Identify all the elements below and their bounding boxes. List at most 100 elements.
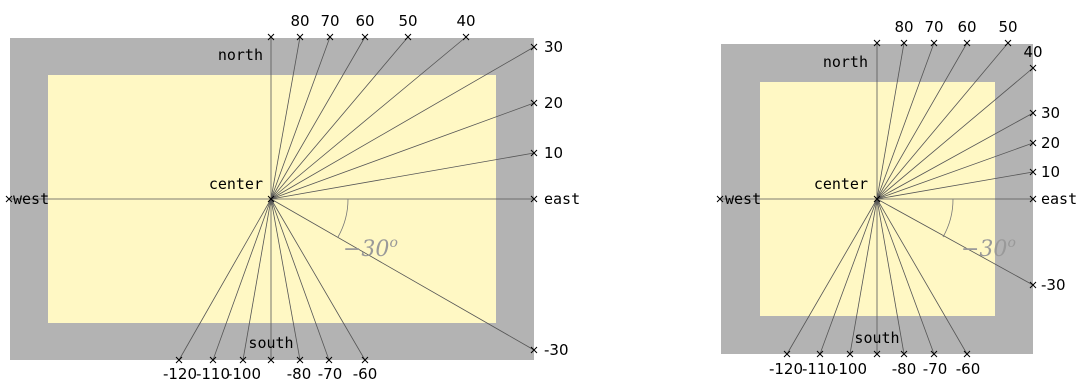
right-cross-60 — [963, 39, 971, 47]
right-label-m60: -60 — [956, 360, 981, 378]
right-cross-north — [873, 39, 881, 47]
right-label-70: 70 — [924, 18, 943, 36]
left-ray-80 — [270, 36, 301, 200]
right-label-50: 50 — [998, 18, 1017, 36]
left-label-m70: -70 — [318, 365, 343, 383]
right-cross-m110 — [816, 350, 824, 358]
right-cross-20 — [1029, 139, 1037, 147]
left-label-20: 20 — [544, 94, 563, 112]
left-angle-label: −30o — [343, 235, 398, 262]
right-angle-label: −30o — [961, 235, 1016, 262]
left-west-label: west — [13, 190, 49, 208]
right-cross-80 — [900, 39, 908, 47]
left-ray-m120 — [178, 198, 272, 361]
left-label-m60: -60 — [353, 365, 378, 383]
left-label-80: 80 — [290, 12, 309, 30]
left-labels: north south east west center 80 70 60 50… — [13, 12, 580, 383]
right-figure: −30o north south east — [716, 18, 1077, 378]
left-north-label: north — [218, 46, 263, 64]
right-label-80: 80 — [894, 18, 913, 36]
right-cross-m80 — [900, 350, 908, 358]
left-ray-m70 — [270, 198, 330, 361]
right-cross-40 — [1029, 64, 1037, 72]
left-label-m120: -120 — [163, 365, 197, 383]
left-label-30: 30 — [544, 38, 563, 56]
left-cross-m80 — [296, 356, 304, 364]
right-label-30: 30 — [1041, 104, 1060, 122]
right-angle-arc — [942, 198, 954, 238]
right-ray-70 — [876, 42, 935, 200]
right-cross-10 — [1029, 168, 1037, 176]
right-north-label: north — [823, 53, 868, 71]
left-cross-m70 — [325, 356, 333, 364]
left-label-m100: -100 — [227, 365, 261, 383]
left-ray-50 — [270, 36, 409, 200]
right-ray-10 — [876, 171, 1034, 200]
left-ray-10 — [270, 152, 535, 200]
left-cross-m120 — [175, 356, 183, 364]
left-cross-south — [267, 356, 275, 364]
right-cross-30 — [1029, 109, 1037, 117]
right-labels: north south east west center 80 70 60 50… — [725, 18, 1077, 378]
right-cross-70 — [930, 39, 938, 47]
right-cross-south — [873, 350, 881, 358]
right-ray-m120 — [786, 198, 878, 355]
right-label-m120: -120 — [769, 360, 803, 378]
left-ray-70 — [270, 36, 331, 200]
right-rays — [720, 42, 1034, 355]
left-cross-40 — [462, 33, 470, 41]
left-cross-70 — [326, 33, 334, 41]
right-ray-20 — [876, 142, 1034, 200]
left-cross-north — [267, 33, 275, 41]
right-center-label: center — [814, 175, 868, 193]
right-cross-east — [1029, 195, 1037, 203]
right-cross-m60 — [963, 350, 971, 358]
left-cross-markers — [5, 33, 538, 364]
left-rays — [9, 36, 535, 361]
right-ray-m100 — [849, 198, 878, 355]
right-cross-m100 — [846, 350, 854, 358]
left-label-m110: -110 — [196, 365, 230, 383]
left-cross-center — [267, 195, 275, 203]
right-cross-m70 — [930, 350, 938, 358]
left-ray-30 — [270, 46, 535, 200]
right-label-m100: -100 — [833, 360, 867, 378]
left-cross-m30 — [530, 346, 538, 354]
left-ray-m110 — [212, 198, 272, 361]
left-label-70: 70 — [320, 12, 339, 30]
left-cross-east — [530, 195, 538, 203]
left-ray-m30 — [270, 198, 535, 351]
left-cross-80 — [296, 33, 304, 41]
left-ray-60 — [270, 36, 366, 200]
right-cross-m30 — [1029, 281, 1037, 289]
left-center-label: center — [209, 175, 263, 193]
right-ray-60 — [876, 42, 968, 200]
left-cross-m100 — [239, 356, 247, 364]
right-ray-30 — [876, 112, 1034, 200]
left-cross-m60 — [361, 356, 369, 364]
left-ray-m100 — [242, 198, 272, 361]
right-label-m30: -30 — [1041, 276, 1066, 294]
right-label-40: 40 — [1023, 43, 1042, 61]
right-ray-80 — [876, 42, 905, 200]
right-ray-m60 — [876, 198, 968, 355]
left-ray-40 — [270, 36, 467, 200]
right-west-label: west — [725, 190, 761, 208]
right-label-m70: -70 — [923, 360, 948, 378]
right-label-20: 20 — [1041, 134, 1060, 152]
left-ray-m60 — [270, 198, 366, 361]
right-east-label: east — [1041, 190, 1077, 208]
right-ray-m70 — [876, 198, 935, 355]
left-label-m80: -80 — [287, 365, 312, 383]
right-ray-40 — [876, 67, 1034, 200]
right-cross-center — [873, 195, 881, 203]
left-label-m30: -30 — [544, 341, 569, 359]
right-ray-m80 — [876, 198, 905, 355]
left-east-label: east — [544, 190, 580, 208]
left-label-40: 40 — [456, 12, 475, 30]
left-figure: −30o north south — [5, 12, 580, 383]
left-ray-20 — [270, 102, 535, 200]
left-label-60: 60 — [355, 12, 374, 30]
right-ray-m110 — [819, 198, 878, 355]
